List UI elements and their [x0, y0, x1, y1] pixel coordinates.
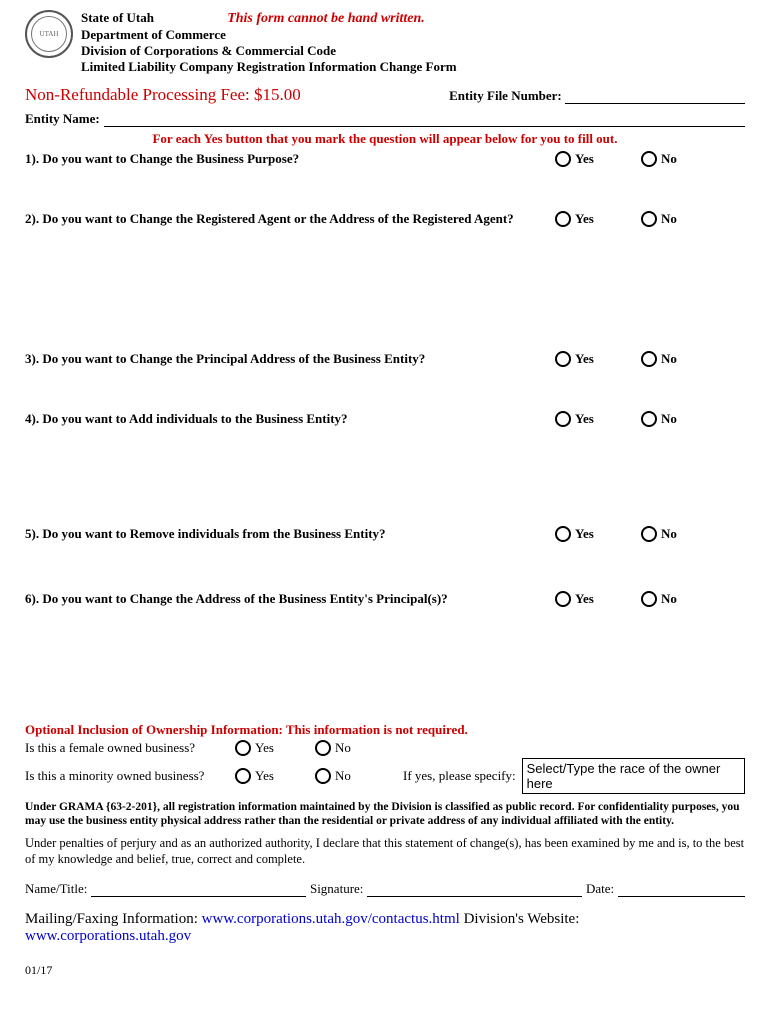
minority-owned-question: Is this a minority owned business? — [25, 768, 235, 784]
name-title-label: Name/Title: — [25, 881, 87, 897]
mailing-label: Mailing/Faxing Information: — [25, 911, 202, 927]
optional-heading: Optional Inclusion of Ownership Informat… — [25, 722, 745, 738]
female-no-radio[interactable] — [315, 740, 331, 756]
q1-no-radio[interactable] — [641, 151, 657, 167]
q5-yes-radio[interactable] — [555, 526, 571, 542]
question-6: 6). Do you want to Change the Address of… — [25, 591, 555, 607]
division-website-label: Division's Website: — [460, 911, 580, 927]
race-specify-input[interactable]: Select/Type the race of the owner here — [522, 758, 745, 794]
q3-no-radio[interactable] — [641, 351, 657, 367]
question-5: 5). Do you want to Remove individuals fr… — [25, 526, 555, 542]
state-seal-icon: UTAH — [25, 10, 73, 58]
form-title: Limited Liability Company Registration I… — [81, 59, 745, 75]
header: UTAH State of Utah This form cannot be h… — [25, 10, 745, 75]
contact-link[interactable]: www.corporations.utah.gov/contactus.html — [202, 911, 460, 927]
signature-label: Signature: — [310, 881, 363, 897]
entity-name-input[interactable] — [104, 113, 745, 127]
q5-no-radio[interactable] — [641, 526, 657, 542]
processing-fee: Non-Refundable Processing Fee: $15.00 — [25, 85, 301, 105]
specify-label: If yes, please specify: — [403, 768, 516, 784]
question-4: 4). Do you want to Add individuals to th… — [25, 411, 555, 427]
footer: Mailing/Faxing Information: www.corporat… — [25, 911, 745, 945]
signature-input[interactable] — [367, 883, 582, 897]
question-3: 3). Do you want to Change the Principal … — [25, 351, 555, 367]
entity-file-label: Entity File Number: — [449, 88, 562, 103]
entity-name-label: Entity Name: — [25, 111, 100, 127]
perjury-statement: Under penalties of perjury and as an aut… — [25, 835, 745, 868]
division-link[interactable]: www.corporations.utah.gov — [25, 928, 191, 944]
female-yes-radio[interactable] — [235, 740, 251, 756]
q4-yes-radio[interactable] — [555, 411, 571, 427]
minority-no-radio[interactable] — [315, 768, 331, 784]
question-2: 2). Do you want to Change the Registered… — [25, 211, 555, 227]
female-owned-question: Is this a female owned business? — [25, 740, 235, 756]
handwritten-warning: This form cannot be hand written. — [227, 11, 425, 26]
form-date-code: 01/17 — [25, 963, 745, 978]
dept-label: Department of Commerce — [81, 27, 745, 43]
no-label: No — [661, 151, 677, 167]
q6-yes-radio[interactable] — [555, 591, 571, 607]
grama-notice: Under GRAMA {63-2-201}, all registration… — [25, 800, 745, 829]
q1-yes-radio[interactable] — [555, 151, 571, 167]
entity-file-input[interactable] — [565, 90, 745, 104]
q3-yes-radio[interactable] — [555, 351, 571, 367]
date-input[interactable] — [618, 883, 745, 897]
q4-no-radio[interactable] — [641, 411, 657, 427]
minority-yes-radio[interactable] — [235, 768, 251, 784]
yes-label: Yes — [575, 151, 594, 167]
division-label: Division of Corporations & Commercial Co… — [81, 43, 745, 59]
instruction-text: For each Yes button that you mark the qu… — [25, 131, 745, 147]
question-1: 1). Do you want to Change the Business P… — [25, 151, 555, 167]
name-title-input[interactable] — [91, 883, 306, 897]
state-label: State of Utah — [81, 10, 154, 25]
q2-yes-radio[interactable] — [555, 211, 571, 227]
date-label: Date: — [586, 881, 614, 897]
q2-no-radio[interactable] — [641, 211, 657, 227]
q6-no-radio[interactable] — [641, 591, 657, 607]
